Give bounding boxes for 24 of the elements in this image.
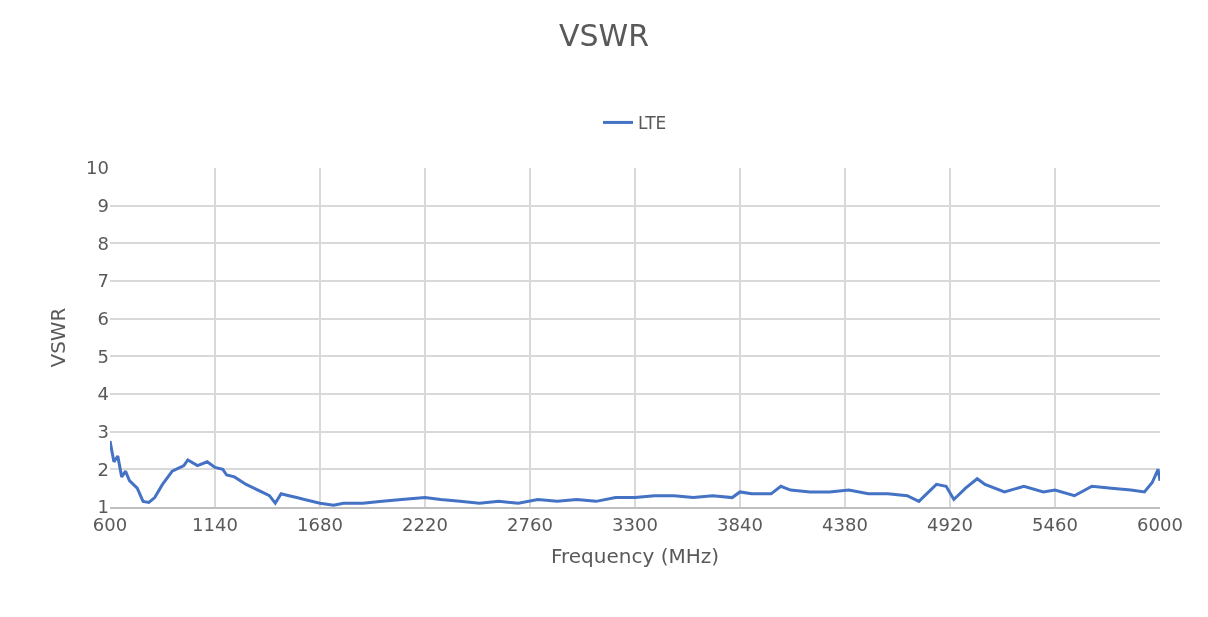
y-tick-label: 3 xyxy=(97,420,109,442)
y-tick-label: 9 xyxy=(97,194,109,216)
y-tick-label: 5 xyxy=(97,345,109,367)
x-tick-label: 4380 xyxy=(822,513,868,535)
x-tick-label: 1140 xyxy=(192,513,238,535)
x-axis-title: Frequency (MHz) xyxy=(550,543,720,568)
y-tick-label: 10 xyxy=(86,157,109,179)
y-tick-label: 6 xyxy=(97,307,109,329)
y-tick-label: 4 xyxy=(97,383,109,405)
x-tick-label: 1680 xyxy=(297,513,343,535)
chart-title: VSWR xyxy=(558,17,650,53)
y-tick-label: 2 xyxy=(97,458,109,480)
x-tick-label: 5460 xyxy=(1032,513,1078,535)
line-series xyxy=(110,439,1160,507)
x-tick-label: 2760 xyxy=(507,513,553,535)
y-tick-label: 7 xyxy=(97,270,109,292)
x-tick-label: 4920 xyxy=(927,513,973,535)
x-tick-label: 3840 xyxy=(717,513,763,535)
x-tick-label: 2220 xyxy=(402,513,448,535)
x-tick-label: 6000 xyxy=(1137,513,1183,535)
x-tick-label: 3300 xyxy=(612,513,658,535)
y-tick-label: 8 xyxy=(97,232,109,254)
legend-label: LTE xyxy=(638,113,667,134)
y-axis-title: VSWR xyxy=(45,307,70,368)
